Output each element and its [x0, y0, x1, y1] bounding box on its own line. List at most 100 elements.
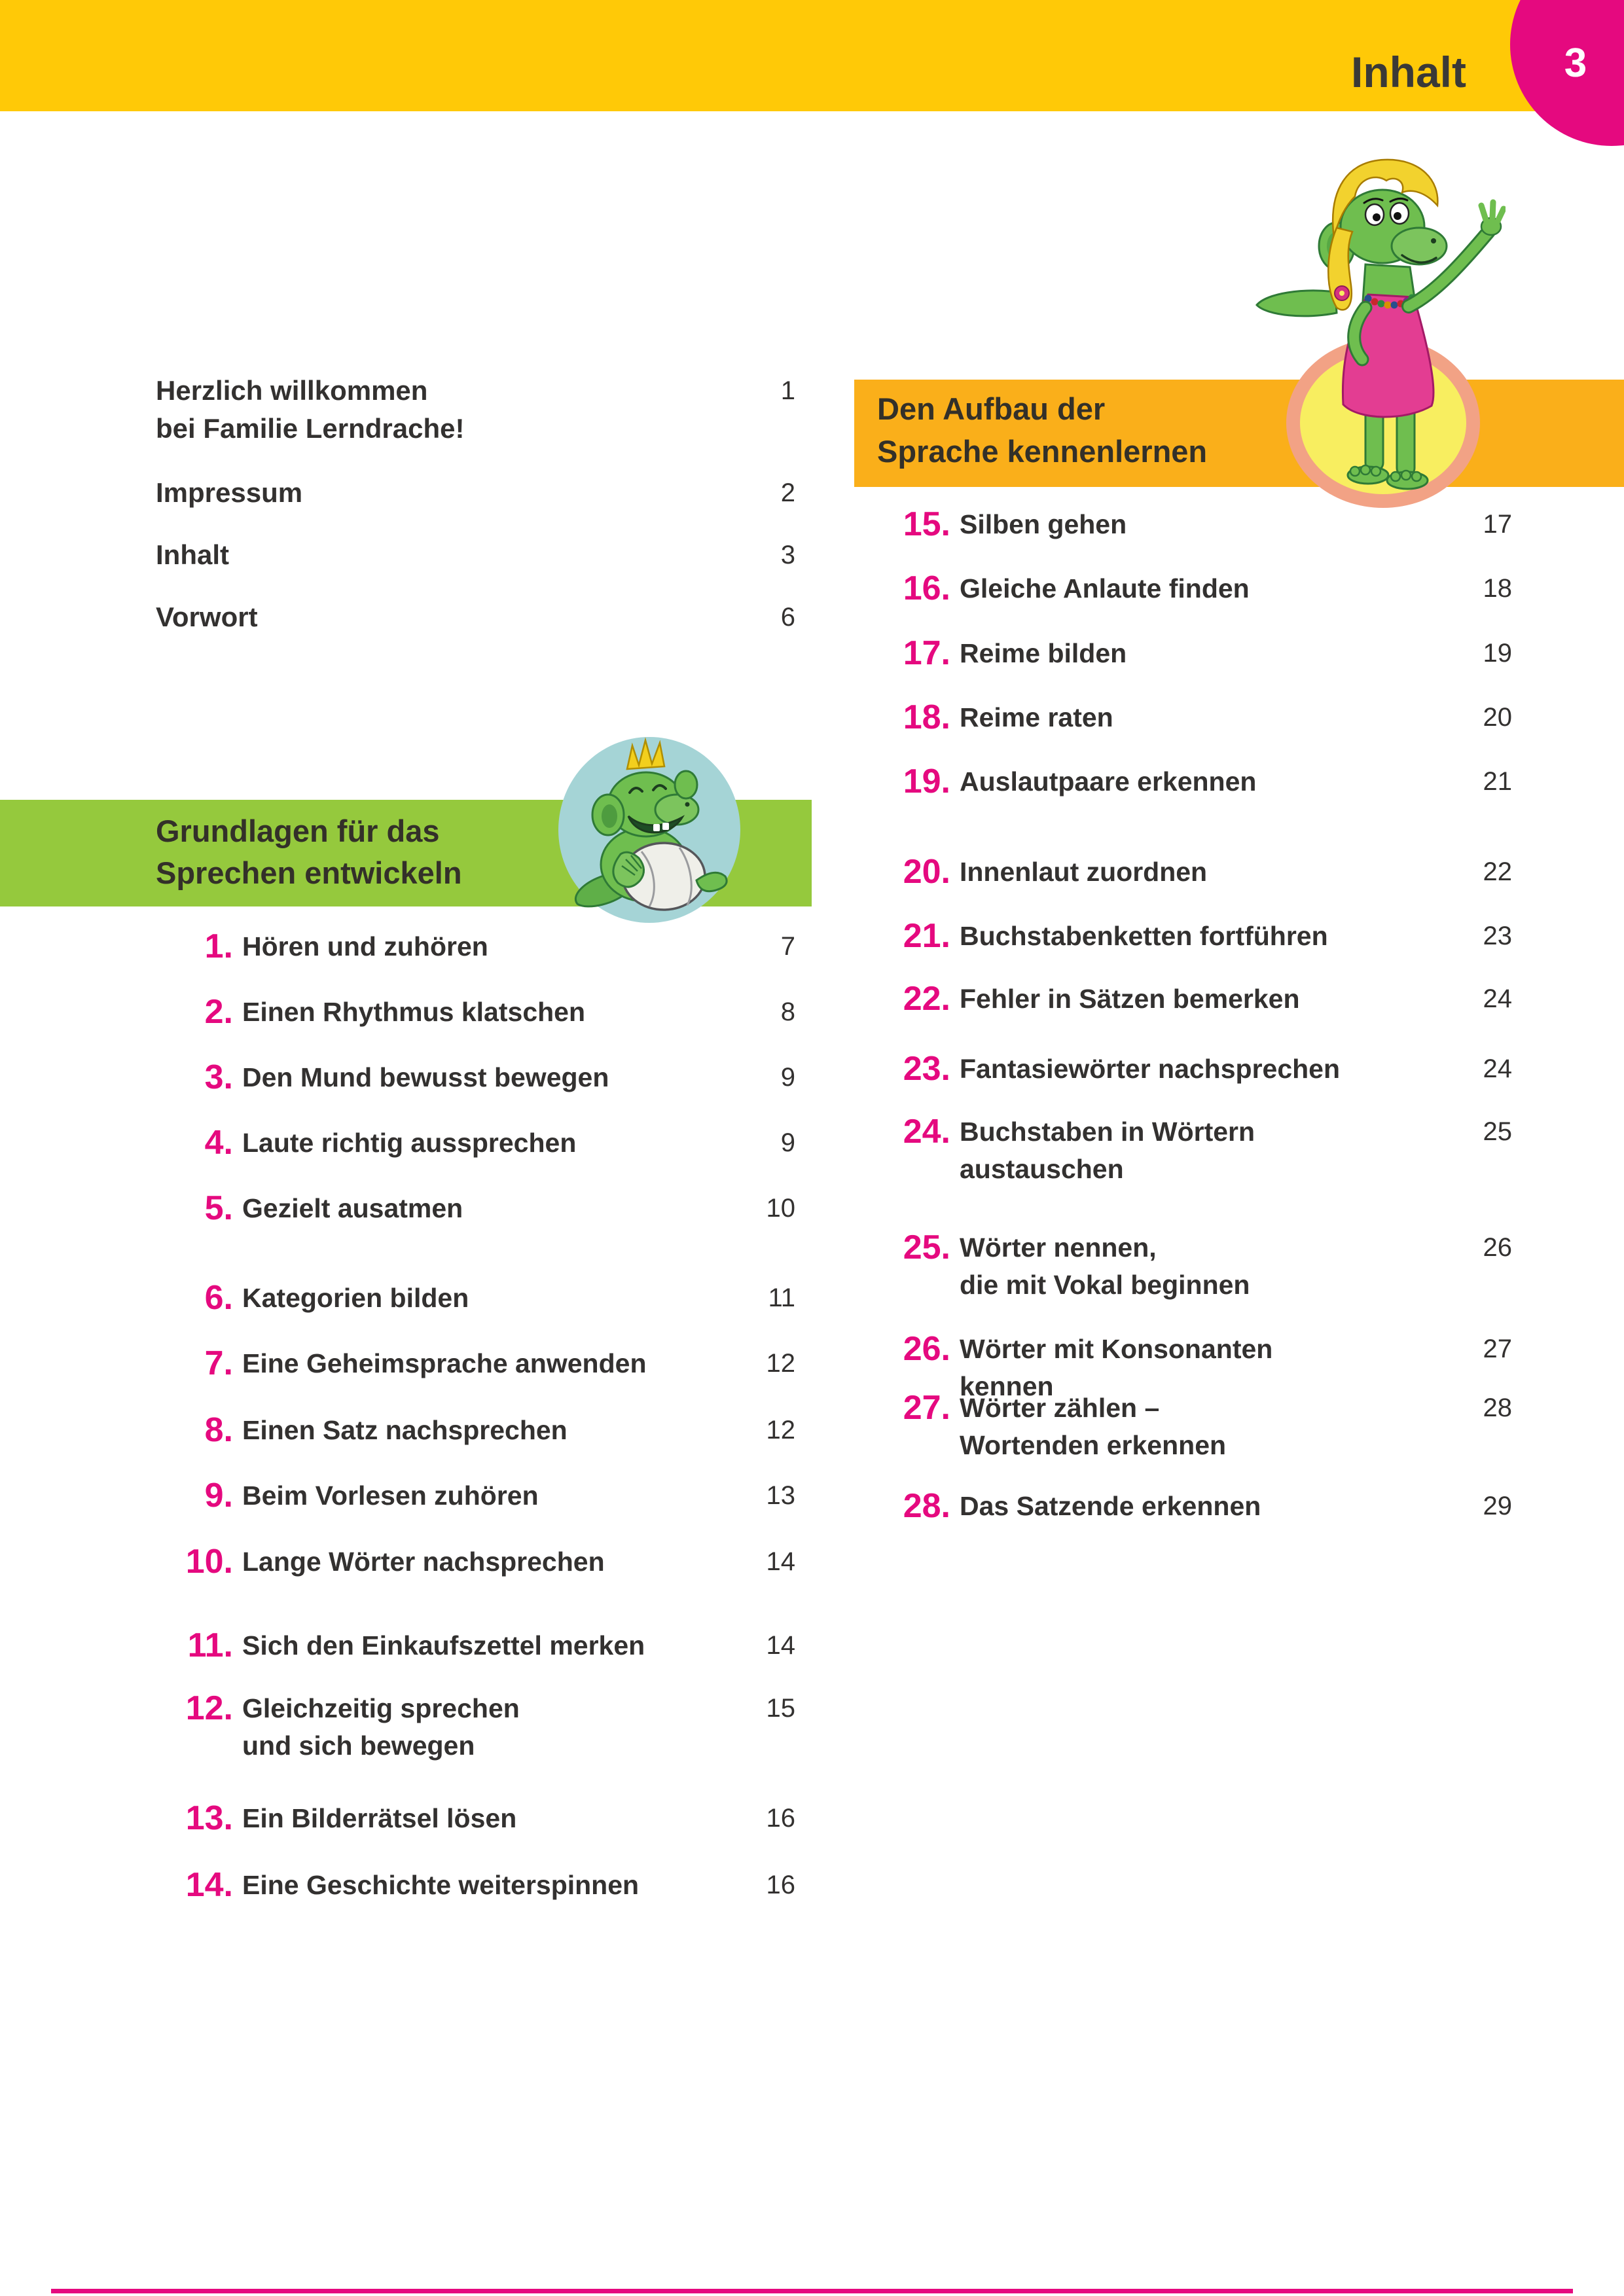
toc-item-number: 15. [903, 505, 950, 543]
toc-item-page: 21 [1483, 767, 1513, 796]
toc-item-number: 10. [185, 1543, 233, 1581]
toc-item-label: Wörter mit Konsonanten kennen [960, 1334, 1273, 1401]
toc-item-number: 6. [204, 1279, 233, 1317]
toc-item: 7. Eine Geheimsprache anwenden 12 [105, 1344, 796, 1382]
toc-item-number: 23. [903, 1050, 950, 1088]
toc-item-page: 1 [780, 376, 795, 405]
toc-item-number: 2. [204, 993, 233, 1031]
toc-item: 17. Reime bilden 19 [830, 634, 1513, 672]
toc-item-label: Fehler in Sätzen bemerken [960, 984, 1300, 1014]
toc-item-label: Das Satzende erkennen [960, 1491, 1261, 1521]
toc-item-number: 13. [185, 1799, 233, 1837]
header-bar: Inhalt [0, 0, 1624, 111]
toc-item-page: 27 [1483, 1335, 1513, 1363]
toc-item-number: 9. [204, 1477, 233, 1515]
toc-item-page: 13 [766, 1481, 796, 1510]
toc-item-number: 28. [903, 1487, 950, 1525]
toc-item-page: 25 [1483, 1117, 1513, 1146]
toc-item: Vorwort 6 [156, 598, 795, 636]
toc-item: 25. Wörter nennen, die mit Vokal beginnen 2… [830, 1229, 1512, 1304]
toc-item-page: 9 [780, 1128, 795, 1157]
toc-item-page: 17 [1483, 510, 1513, 539]
toc-item-number: 21. [903, 917, 950, 955]
toc-item: 15. Silben gehen 17 [830, 505, 1513, 543]
toc-item-number: 12. [185, 1689, 233, 1727]
toc-item-page: 22 [1483, 857, 1513, 886]
toc-item-label: Innenlaut zuordnen [960, 857, 1208, 887]
toc-item: 5. Gezielt ausatmen 10 [105, 1189, 796, 1227]
toc-item-page: 23 [1483, 922, 1513, 950]
baby-dragon-illustration [558, 735, 741, 925]
section-title: Grundlagen für das Sprechen entwickeln [156, 814, 462, 890]
section-title: Den Aufbau der Sprache kennenlernen [877, 391, 1208, 469]
toc-item-page: 8 [780, 997, 795, 1026]
toc-item: 23. Fantasiewörter nachsprechen 24 [830, 1050, 1512, 1088]
toc-item: 6. Kategorien bilden 11 [105, 1279, 795, 1317]
toc-item-label: Reime bilden [960, 638, 1127, 668]
toc-item-page: 10 [766, 1194, 796, 1223]
toc-item-number: 16. [903, 569, 950, 607]
toc-item-number: 4. [204, 1124, 233, 1162]
toc-item-number: 27. [903, 1389, 950, 1427]
toc-item-label: Beim Vorlesen zuhören [242, 1480, 539, 1511]
toc-item-page: 12 [766, 1349, 796, 1378]
toc-item-label: Vorwort [156, 601, 258, 632]
toc-item-label: Eine Geschichte weiterspinnen [242, 1870, 640, 1900]
toc-item-label: Inhalt [156, 539, 229, 570]
toc-item: 16. Gleiche Anlaute finden 18 [830, 569, 1512, 607]
toc-item-number: 19. [903, 762, 950, 800]
toc-item-label: Buchstaben in Wörtern austauschen [960, 1117, 1255, 1184]
toc-item-label: Laute richtig aussprechen [242, 1128, 577, 1158]
toc-item: 2. Einen Rhythmus klatschen 8 [105, 993, 795, 1031]
toc-item-label: Eine Geheimsprache anwenden [242, 1348, 647, 1378]
toc-item-label: Impressum [156, 477, 303, 508]
section-banner-sprache: Den Aufbau der Sprache kennenlernen [854, 380, 1624, 487]
toc-item-label: Herzlich willkommen bei Familie Lerndrach… [156, 375, 465, 444]
toc-item-number: 26. [903, 1330, 950, 1368]
toc-item-page: 3 [780, 541, 795, 569]
toc-item-label: Silben gehen [960, 509, 1127, 539]
toc-item-page: 7 [780, 932, 795, 961]
toc-item-page: 15 [766, 1694, 796, 1723]
toc-item-page: 12 [766, 1416, 796, 1444]
toc-item-label: Gleiche Anlaute finden [960, 573, 1250, 603]
toc-item: 4. Laute richtig aussprechen 9 [105, 1124, 795, 1162]
toc-item-number: 7. [204, 1344, 233, 1382]
footer-rule [51, 2289, 1573, 2293]
toc-item: 3. Den Mund bewusst bewegen 9 [105, 1058, 795, 1096]
toc-item-label: Hören und zuhören [242, 931, 488, 961]
toc-item-page: 11 [768, 1283, 795, 1312]
toc-item-label: Gezielt ausatmen [242, 1193, 463, 1223]
toc-item-page: 26 [1483, 1233, 1513, 1262]
toc-item-label: Auslautpaare erkennen [960, 766, 1257, 797]
girl-dragon-illustration [1237, 77, 1507, 509]
toc-item-number: 14. [185, 1866, 233, 1904]
toc-item-number: 17. [903, 634, 950, 672]
toc-item-number: 20. [903, 853, 950, 891]
toc-item-label: Sich den Einkaufszettel merken [242, 1630, 645, 1660]
toc-item-page: 14 [766, 1631, 796, 1660]
toc-item: 27. Wörter zählen – Wortenden erkennen 28 [830, 1389, 1513, 1464]
toc-item-page: 14 [766, 1547, 796, 1576]
page-title: Inhalt [1351, 48, 1466, 96]
toc-item-number: 1. [204, 927, 233, 965]
toc-item-label: Lange Wörter nachsprechen [242, 1547, 605, 1577]
toc-item-page: 16 [766, 1871, 796, 1899]
toc-item-label: Fantasiewörter nachsprechen [960, 1054, 1341, 1084]
toc-item-page: 19 [1483, 639, 1513, 668]
toc-item-number: 3. [204, 1058, 233, 1096]
toc-item-label: Einen Satz nachsprechen [242, 1415, 568, 1445]
toc-item-page: 28 [1483, 1393, 1513, 1422]
toc-item: 14. Eine Geschichte weiterspinnen 16 [105, 1866, 796, 1904]
toc-item: 8. Einen Satz nachsprechen 12 [105, 1411, 796, 1449]
toc-item: 28. Das Satzende erkennen 29 [830, 1487, 1513, 1525]
toc-item-number: 22. [903, 980, 950, 1018]
toc-item-page: 20 [1483, 703, 1513, 732]
toc-item: 10. Lange Wörter nachsprechen 14 [105, 1543, 795, 1581]
toc-item-page: 2 [780, 478, 795, 507]
toc-item-page: 29 [1483, 1492, 1513, 1520]
toc-item-page: 24 [1483, 1054, 1513, 1083]
toc-item: 21. Buchstabenketten fortführen 23 [830, 917, 1513, 955]
toc-item-number: 24. [903, 1113, 950, 1151]
